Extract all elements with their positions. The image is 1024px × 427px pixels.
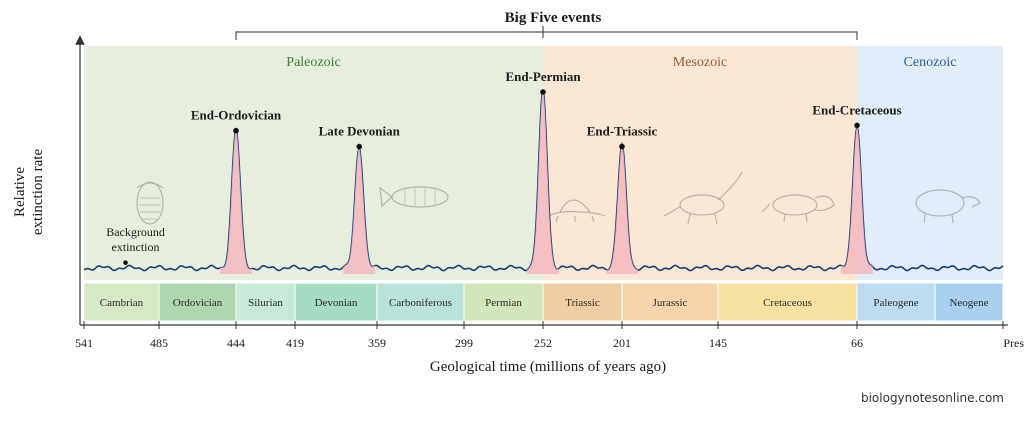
peak-fill-late-devonian	[343, 148, 376, 274]
extinction-peaks: End-Ordovician Late Devonian End-Permian En…	[106, 69, 902, 274]
rhinoceros-icon	[915, 189, 981, 224]
period-cell-cambrian	[83, 282, 160, 322]
peak-fill-end-ordovician	[220, 130, 252, 274]
period-cell-ordovician	[158, 282, 237, 322]
peak-label-late-devonian: Late Devonian	[319, 124, 401, 139]
period-cell-cretaceous	[717, 282, 858, 322]
x-tick-label: 252	[534, 336, 552, 350]
x-tick-label: 485	[150, 336, 168, 350]
peak-fill-end-cretaceous	[841, 127, 873, 274]
peak-point-late-devonian	[356, 143, 363, 150]
era-label-mesozoic: Mesozoic	[673, 55, 727, 70]
peak-label-end-cretaceous: End-Cretaceous	[812, 102, 901, 117]
era-band-paleozoic	[84, 46, 543, 280]
big-five-bracket	[235, 26, 858, 40]
peak-fill-end-permian	[527, 90, 559, 274]
chart-title: Big Five events	[505, 10, 602, 26]
period-cell-neogene	[934, 282, 1004, 322]
background-extinction-label-line: Background	[106, 225, 165, 239]
y-axis-label-line1: Relative	[12, 167, 28, 217]
x-tick-label: 359	[368, 336, 386, 350]
period-label-silurian: Silurian	[248, 297, 283, 309]
period-cell-paleogene	[856, 282, 936, 322]
period-label-ordovician: Ordovician	[173, 297, 223, 309]
era-backgrounds: Paleozoic Mesozoic Cenozoic	[84, 46, 1003, 280]
period-label-carboniferous: Carboniferous	[389, 297, 452, 309]
period-label-neogene: Neogene	[949, 297, 988, 309]
x-tick-label: 145	[709, 336, 727, 350]
x-tick-label: 201	[613, 336, 631, 350]
watermark: biologynotesonline.com	[860, 391, 1004, 405]
dimetrodon-icon	[547, 199, 606, 223]
chart-labels: Big Five events Geological time (million…	[12, 10, 666, 375]
era-label-paleozoic: Paleozoic	[286, 55, 340, 70]
x-tick-label: 444	[227, 336, 245, 350]
period-label-cretaceous: Cretaceous	[763, 297, 812, 309]
peak-label-end-triassic: End-Triassic	[587, 124, 658, 139]
background-extinction-label: Background extinction	[106, 225, 165, 254]
peak-point-end-ordovician	[233, 127, 239, 134]
peak-label-end-ordovician: End-Ordovician	[191, 108, 282, 123]
period-label-triassic: Triassic	[565, 297, 600, 309]
era-band-cenozoic	[857, 46, 1003, 280]
peak-point-end-permian	[540, 89, 546, 95]
triceratops-icon	[761, 194, 835, 223]
era-band-mesozoic	[543, 46, 857, 280]
peak-label-end-permian: End-Permian	[505, 69, 581, 84]
period-cell-triassic	[542, 282, 623, 322]
period-cell-jurassic	[621, 282, 719, 322]
y-axis-label-line2: extinction rate	[30, 149, 46, 236]
x-tick-label: 419	[286, 336, 304, 350]
big-five-bracket-line	[235, 31, 858, 40]
period-label-devonian: Devonian	[315, 297, 358, 309]
period-cell-devonian	[294, 282, 378, 322]
fish-icon	[379, 186, 449, 208]
period-label-paleogene: Paleogene	[873, 297, 918, 309]
peak-fill-end-triassic	[606, 144, 638, 274]
background-extinction-point	[123, 260, 128, 266]
period-cell-carboniferous	[376, 282, 465, 322]
x-tick-label: Present	[1003, 336, 1024, 350]
background-extinction-label-line: extinction	[112, 240, 160, 254]
era-label-cenozoic: Cenozoic	[904, 55, 957, 70]
geologic-period-bar: Cambrian Ordovician Silurian Devonian Carbon…	[83, 282, 1004, 322]
sauropod-icon	[663, 171, 743, 225]
trilobite-icon	[136, 181, 164, 225]
period-cell-permian	[463, 282, 544, 322]
period-label-jurassic: Jurassic	[653, 297, 688, 309]
peak-point-end-cretaceous	[854, 122, 860, 129]
x-tick-label: 66	[851, 336, 863, 350]
peak-point-end-triassic	[619, 143, 625, 150]
x-tick-label: 299	[455, 336, 473, 350]
x-tick-label: 541	[75, 336, 93, 350]
fossil-illustrations	[136, 171, 981, 225]
period-label-cambrian: Cambrian	[100, 297, 144, 309]
period-label-permian: Permian	[485, 297, 522, 309]
axes: 541 485 444 419 359 299 252 201 145 66 Present	[75, 35, 1024, 350]
period-cell-silurian	[235, 282, 296, 322]
x-axis-label: Geological time (millions of years ago)	[430, 359, 666, 375]
